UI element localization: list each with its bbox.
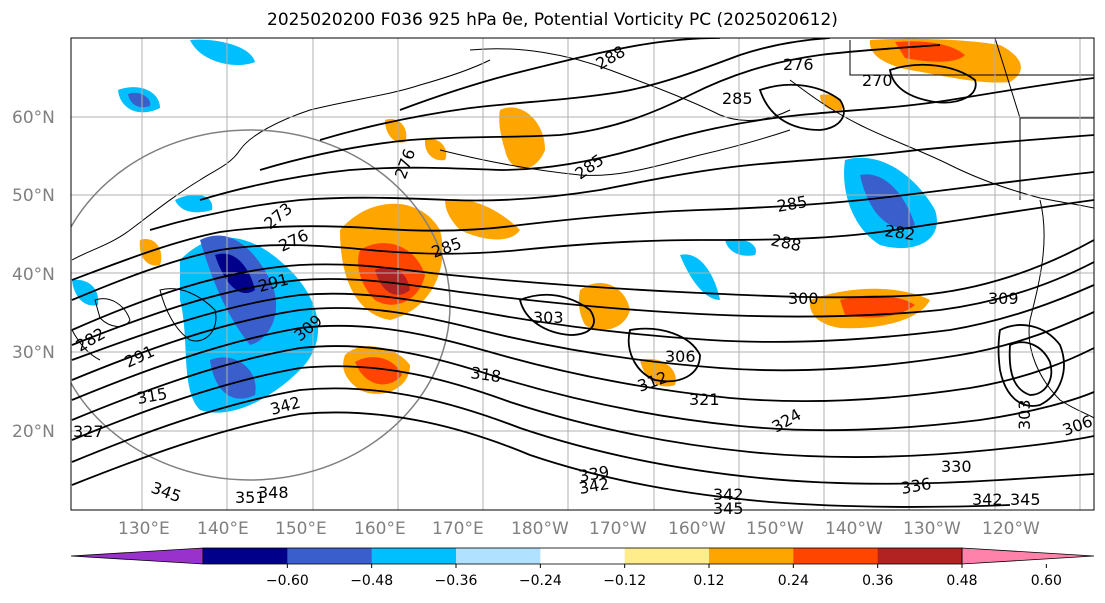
theta-e-contours [71, 38, 1094, 508]
colorbar-tick-label: 0.48 [946, 573, 977, 589]
pv-positive-region [355, 357, 402, 385]
contour-label: 306 [665, 347, 696, 366]
pv-positive-region [640, 358, 676, 387]
contour-label: 327 [73, 422, 104, 441]
lat-label: 20°N [12, 422, 55, 442]
pv-positive-region [499, 107, 545, 169]
contour-label: 276 [783, 55, 814, 74]
pv-negative-region [725, 239, 756, 256]
pv-negative-region [72, 279, 99, 306]
contour-label: 351 [235, 488, 266, 507]
colorbar-tick-label: 0.60 [1031, 573, 1062, 589]
colorbar-segment [371, 548, 457, 564]
pv-positive-region [375, 267, 410, 295]
colorbar-segment [709, 548, 794, 564]
contour-labels: 288 276 270 285 285 276 273 276 285 285 … [73, 42, 1096, 518]
colorbar-segment [287, 548, 373, 564]
colorbar-tick-label: −0.24 [519, 573, 562, 589]
colorbar-tick-label: 0.36 [862, 573, 893, 589]
pv-negative-region [680, 254, 720, 300]
contour-label: 303 [533, 308, 564, 327]
pv-negative-region [860, 174, 915, 228]
latitude-labels: 60°N 50°N 40°N 30°N 20°N [12, 108, 55, 442]
colorbar-segment [456, 548, 541, 564]
colorbar-tick-label: −0.60 [266, 573, 309, 589]
pv-positive-region [578, 282, 630, 330]
colorbar-border [202, 547, 963, 565]
lat-label: 50°N [12, 186, 55, 206]
lon-label: 150°E [275, 519, 327, 539]
contour-label: 330 [941, 457, 972, 476]
longitude-labels: 130°E 140°E 150°E 160°E 170°E 180°W 170°… [118, 519, 1040, 539]
pv-positive-region [424, 139, 447, 161]
contour-label: 309 [988, 289, 1019, 308]
colorbar-tick-label: −0.48 [350, 573, 393, 589]
lon-label: 130°W [903, 519, 961, 539]
contour-label: 342 [713, 485, 744, 504]
lon-label: 160°W [668, 519, 726, 539]
contour-label: 321 [689, 390, 720, 409]
contour-label: 345 [713, 499, 744, 518]
pv-negative-region [128, 92, 151, 108]
colorbar-tick-label: −0.36 [435, 573, 478, 589]
pv-positive-region [139, 239, 162, 266]
lat-label: 30°N [12, 343, 55, 363]
lat-label: 40°N [12, 265, 55, 285]
lon-label: 130°E [118, 519, 170, 539]
contour-label: 282 [883, 221, 916, 244]
lon-label: 170°E [432, 519, 484, 539]
colorbar-segment [203, 548, 288, 564]
lon-label: 140°E [197, 519, 249, 539]
colorbar-segment [540, 548, 626, 564]
pv-positive-region [385, 119, 407, 143]
colorbar-extend-high [961, 547, 1095, 565]
pv-negative-region [190, 39, 255, 66]
colorbar-segment [877, 548, 963, 564]
gridlines [71, 38, 1094, 510]
contour-label: 342 [972, 490, 1003, 509]
colorbar-tick-label: 0.12 [693, 573, 724, 589]
lon-label: 150°W [746, 519, 804, 539]
reference-circle [71, 129, 451, 481]
colorbar-extend-low [70, 547, 204, 565]
colorbar-segment [624, 548, 710, 564]
lon-label: 120°W [982, 519, 1040, 539]
lon-label: 170°W [589, 519, 647, 539]
lon-label: 140°W [825, 519, 883, 539]
contour-label: 318 [469, 363, 502, 386]
contour-label: 300 [788, 289, 819, 308]
contour-label: 345 [1010, 490, 1041, 509]
contour-label: 270 [862, 71, 893, 90]
colorbar-tick-label: 0.24 [778, 573, 809, 589]
contour-label: 285 [722, 89, 753, 108]
lon-label: 160°E [354, 519, 406, 539]
colorbar: −0.60 −0.48 −0.36 −0.24 −0.12 0.12 0.24 0.36 0.4… [70, 547, 1095, 589]
colorbar-segment [793, 548, 879, 564]
pv-positive-region [840, 295, 915, 318]
map-title: 2025020200 F036 925 hPa θe, Potential Vo… [267, 10, 838, 30]
pv-negative-region [210, 357, 256, 399]
lat-label: 60°N [12, 108, 55, 128]
contour-label: 303 [1015, 399, 1034, 430]
contour-label: 348 [258, 483, 289, 502]
colorbar-tick-label: −0.12 [603, 573, 646, 589]
map-border [70, 37, 1095, 511]
lon-label: 180°W [511, 519, 569, 539]
